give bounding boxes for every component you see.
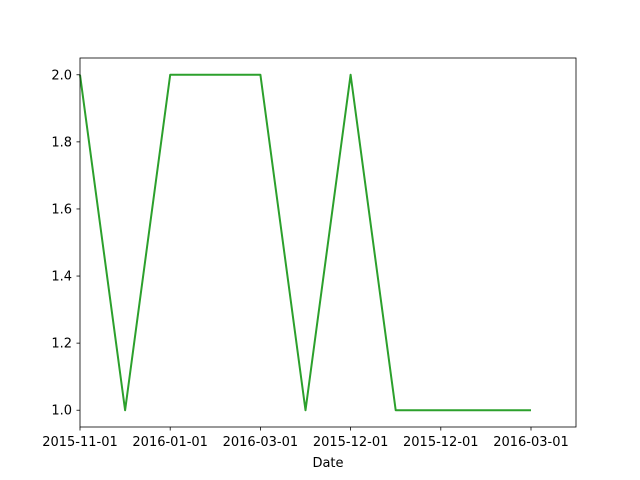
y-tick-label: 1.2 xyxy=(51,337,72,352)
x-tick-label: 2016-01-01 xyxy=(132,435,208,450)
x-axis: 2015-11-01 2016-01-01 2016-03-01 2015-12-01… xyxy=(42,427,569,450)
y-tick-label: 2.0 xyxy=(51,68,72,83)
x-tick-label: 2016-03-01 xyxy=(223,435,299,450)
x-tick-label: 2016-03-01 xyxy=(493,435,569,450)
series-line-0 xyxy=(79,73,531,412)
plot-area xyxy=(79,73,531,412)
y-tick-label: 1.4 xyxy=(51,270,72,285)
axes-frame xyxy=(79,57,577,428)
x-tick-label: 2015-12-01 xyxy=(403,435,479,450)
x-tick-label: 2015-12-01 xyxy=(313,435,389,450)
x-tick-label: 2015-11-01 xyxy=(42,435,118,450)
y-tick-label: 1.0 xyxy=(51,404,72,419)
x-axis-label: Date xyxy=(312,456,343,471)
y-tick-label: 1.8 xyxy=(51,135,72,150)
y-tick-label: 1.6 xyxy=(51,202,72,217)
y-axis: 1.0 1.2 1.4 1.6 1.8 2.0 xyxy=(51,68,80,419)
